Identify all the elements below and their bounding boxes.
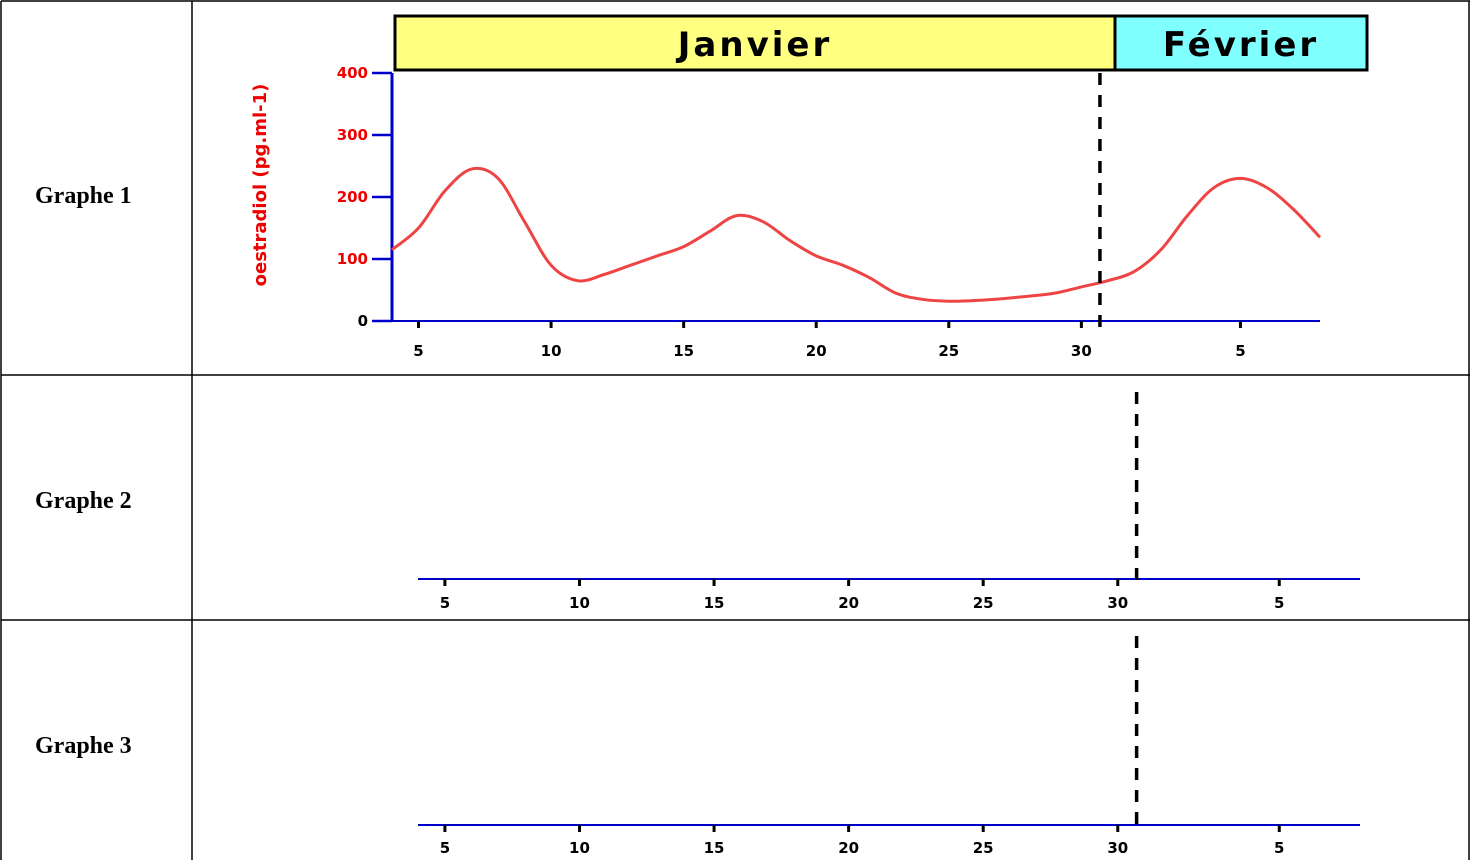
x-tick-label-6: 5 [1274,594,1284,612]
x-tick-label-5: 30 [1107,839,1128,857]
x-tick-label-4: 25 [938,342,959,360]
x-tick-label-1: 10 [569,839,590,857]
x-tick-label-4: 25 [973,594,994,612]
y-tick-label-300: 300 [337,126,368,144]
x-tick-label-2: 15 [704,594,725,612]
month-band-fevrier [1113,14,1369,72]
x-tick-label-0: 5 [413,342,423,360]
x-tick-label-6: 5 [1274,839,1284,857]
x-tick-label-3: 20 [838,594,859,612]
oestradiol-curve [391,166,1322,303]
y-axis-label: oestradiol (pg.ml-1) [250,84,271,287]
chart-graphe-1: Janvier Février 0 100 200 300 400 oestradiol (p… [250,14,1369,360]
row-label-graphe-3: Graphe 3 [35,733,132,759]
x-tick-label-6: 5 [1235,342,1245,360]
x-tick-label-3: 20 [838,839,859,857]
chart-graphe-3: 5 10 15 20 25 30 5 [418,636,1360,857]
row-label-graphe-2: Graphe 2 [35,488,132,514]
y-tick-label-100: 100 [337,250,368,268]
month-band-janvier [393,14,1117,72]
x-tick-label-4: 25 [973,839,994,857]
month-label-fevrier: Février [1163,25,1319,65]
chart-graphe-2: 5 10 15 20 25 30 5 [418,392,1360,612]
y-tick-label-200: 200 [337,188,368,206]
row-label-graphe-1: Graphe 1 [35,183,132,209]
x-tick-label-1: 10 [569,594,590,612]
y-tick-label-0: 0 [358,312,368,330]
x-tick-label-0: 5 [440,839,450,857]
x-tick-label-5: 30 [1071,342,1092,360]
x-tick-label-3: 20 [806,342,827,360]
x-tick-label-2: 15 [704,839,725,857]
x-tick-label-2: 15 [673,342,694,360]
y-tick-label-400: 400 [337,64,368,82]
x-tick-label-5: 30 [1107,594,1128,612]
month-label-janvier: Janvier [676,25,832,65]
x-tick-label-1: 10 [541,342,562,360]
x-tick-label-0: 5 [440,594,450,612]
